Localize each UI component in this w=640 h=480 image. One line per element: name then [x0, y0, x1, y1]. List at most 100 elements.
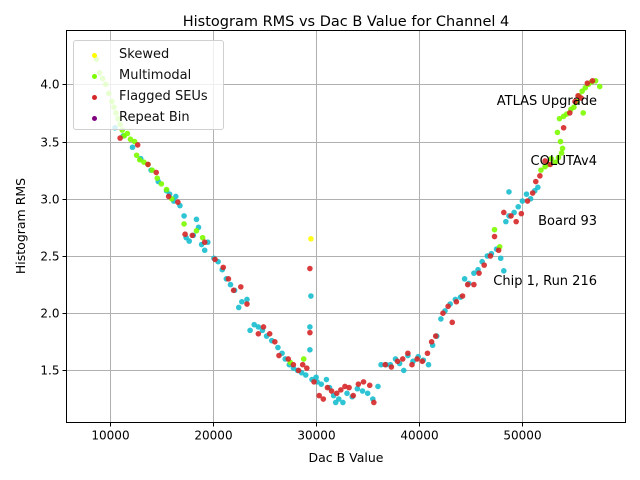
point-multimodal	[136, 157, 143, 163]
point-flagged-seus	[255, 330, 262, 337]
point-normal	[227, 281, 234, 288]
point-normal	[523, 191, 530, 197]
point-flagged-seus	[518, 210, 525, 217]
point-flagged-seus	[547, 161, 554, 168]
annotation-line-2: COLUTAv4	[530, 154, 597, 169]
point-flagged-seus	[175, 199, 181, 205]
point-flagged-seus	[134, 142, 141, 148]
x-tick-label: 40000	[400, 429, 438, 443]
legend-item-flagged-seus: Flagged SEUs	[74, 87, 223, 107]
point-flagged-seus	[153, 169, 160, 176]
y-tick-label: 3.5	[40, 136, 59, 150]
point-normal	[307, 324, 313, 330]
point-flagged-seus	[388, 364, 395, 370]
legend-marker-multimodal	[92, 74, 97, 79]
point-normal	[239, 298, 245, 305]
point-flagged-seus	[212, 256, 218, 263]
point-normal	[438, 316, 444, 322]
point-multimodal	[559, 145, 566, 152]
x-tick-label: 50000	[503, 429, 541, 443]
annotation-line-4: Chip 1, Run 216	[493, 274, 597, 289]
point-multimodal	[163, 186, 170, 193]
point-multimodal	[199, 234, 206, 241]
point-flagged-seus	[201, 239, 208, 246]
point-flagged-seus	[338, 387, 344, 393]
x-tick-label: 10000	[91, 429, 129, 443]
point-normal	[193, 216, 200, 223]
point-flagged-seus	[445, 303, 451, 310]
point-flagged-seus	[225, 276, 232, 282]
point-multimodal	[558, 150, 565, 156]
point-multimodal	[554, 129, 561, 136]
point-flagged-seus	[189, 232, 196, 239]
point-normal	[375, 383, 381, 390]
point-normal	[500, 268, 507, 274]
y-axis-label: Histogram RMS	[13, 178, 28, 274]
point-multimodal	[491, 226, 498, 233]
point-flagged-seus	[508, 213, 514, 219]
point-flagged-seus	[371, 399, 377, 406]
point-flagged-seus	[513, 218, 519, 225]
point-flagged-seus	[424, 350, 431, 357]
point-flagged-seus	[276, 352, 282, 359]
legend-marker-repeat-bin	[92, 116, 97, 121]
point-flagged-seus	[328, 388, 335, 394]
point-normal	[378, 361, 384, 368]
point-normal	[425, 361, 432, 368]
point-multimodal	[193, 227, 200, 234]
point-skewed	[308, 236, 314, 242]
point-multimodal	[556, 115, 563, 122]
point-multimodal	[300, 356, 307, 362]
point-multimodal	[141, 159, 147, 165]
point-flagged-seus	[366, 382, 373, 389]
point-normal	[313, 374, 319, 381]
point-multimodal	[557, 138, 564, 145]
point-flagged-seus	[471, 281, 477, 288]
point-flagged-seus	[117, 135, 123, 141]
point-normal	[129, 144, 136, 151]
point-normal	[181, 213, 187, 219]
point-flagged-seus	[165, 193, 172, 200]
point-flagged-seus	[532, 178, 539, 185]
y-tick-label: 4.0	[40, 78, 59, 92]
point-normal	[318, 381, 325, 387]
annotation-line-3: Board 93	[538, 214, 597, 229]
point-multimodal	[154, 175, 161, 181]
point-flagged-seus	[299, 361, 306, 368]
point-flagged-seus	[459, 293, 466, 299]
point-normal	[344, 390, 350, 397]
point-normal	[471, 270, 477, 276]
point-multimodal	[548, 155, 555, 162]
x-tick-label: 30000	[297, 429, 335, 443]
point-multimodal	[580, 110, 587, 116]
point-flagged-seus	[476, 270, 482, 276]
point-flagged-seus	[320, 396, 327, 402]
point-normal	[364, 390, 371, 397]
plot-frame	[66, 30, 626, 423]
point-multimodal	[149, 167, 155, 173]
point-flagged-seus	[529, 190, 536, 196]
point-normal	[519, 198, 526, 204]
legend-marker-skewed	[92, 53, 97, 58]
point-flagged-seus	[382, 361, 388, 368]
point-flagged-seus	[453, 298, 460, 305]
point-flagged-seus	[495, 247, 502, 254]
point-flagged-seus	[567, 110, 573, 116]
point-flagged-seus	[260, 324, 267, 330]
point-flagged-seus	[324, 384, 331, 391]
point-flagged-seus	[316, 392, 322, 399]
point-flagged-seus	[285, 356, 292, 362]
point-flagged-seus	[419, 358, 426, 365]
point-normal	[308, 293, 314, 299]
annotation-text: ATLAS Upgrade COLUTAv4 Board 93 Chip 1, …	[493, 52, 597, 312]
point-normal	[354, 385, 361, 392]
point-flagged-seus	[266, 330, 273, 337]
point-flagged-seus	[311, 379, 317, 385]
point-normal	[503, 218, 509, 225]
point-multimodal	[555, 154, 562, 161]
point-flagged-seus	[360, 379, 367, 385]
legend: Skewed Multimodal Flagged SEUs Repeat Bi…	[73, 40, 224, 130]
point-normal	[332, 399, 339, 406]
point-flagged-seus	[572, 98, 578, 105]
point-flagged-seus	[220, 264, 227, 271]
